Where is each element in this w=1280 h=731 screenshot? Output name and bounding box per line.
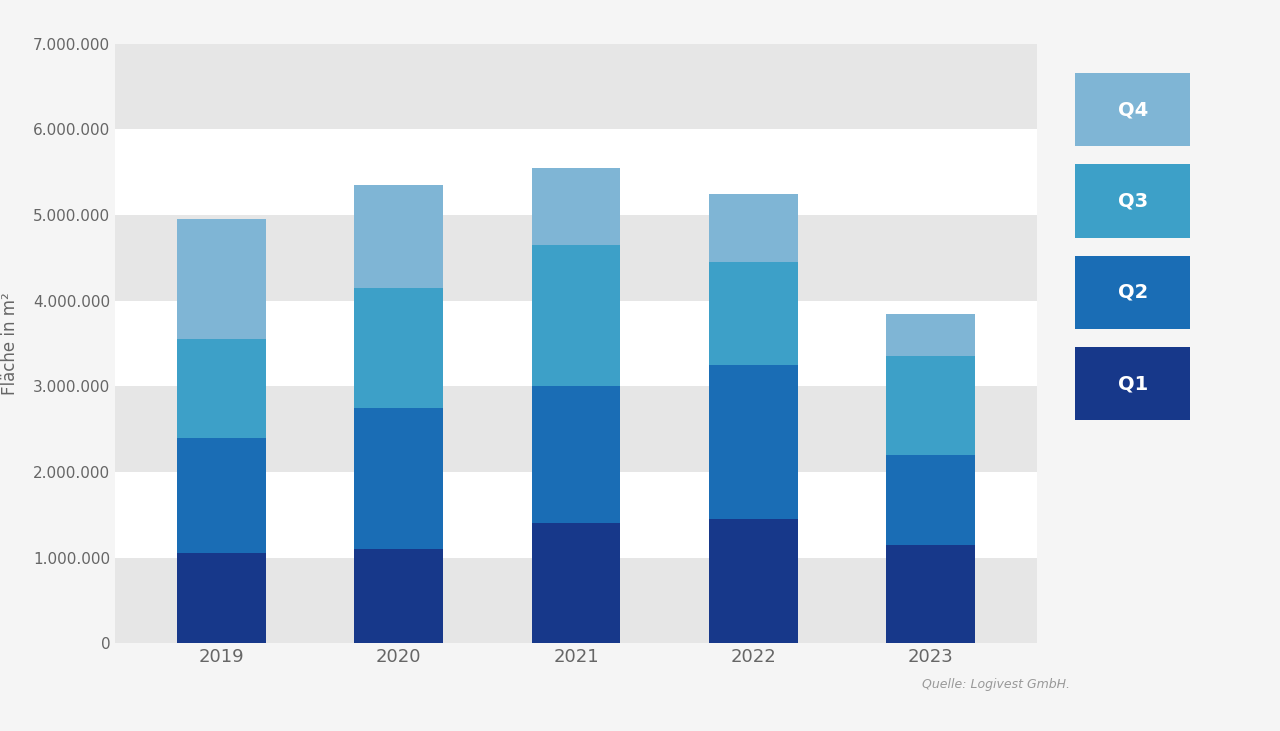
Bar bbox=[531, 245, 621, 387]
Bar bbox=[115, 215, 1037, 300]
Text: Q4: Q4 bbox=[1117, 100, 1148, 119]
Y-axis label: Fläche in m²: Fläche in m² bbox=[1, 292, 19, 395]
Bar bbox=[709, 262, 797, 365]
Bar bbox=[886, 545, 975, 643]
Bar bbox=[355, 549, 443, 643]
Bar bbox=[886, 455, 975, 545]
Text: Q1: Q1 bbox=[1117, 374, 1148, 393]
Bar bbox=[531, 523, 621, 643]
Bar bbox=[709, 365, 797, 519]
Text: Q2: Q2 bbox=[1117, 283, 1148, 302]
Bar bbox=[177, 438, 266, 553]
Text: Quelle: Logivest GmbH.: Quelle: Logivest GmbH. bbox=[922, 678, 1070, 691]
Bar bbox=[115, 44, 1037, 129]
Bar bbox=[886, 314, 975, 357]
Bar bbox=[355, 185, 443, 288]
Bar bbox=[531, 168, 621, 245]
Bar bbox=[177, 219, 266, 339]
Bar bbox=[115, 558, 1037, 643]
Bar bbox=[115, 387, 1037, 472]
Bar bbox=[709, 194, 797, 262]
Bar bbox=[355, 288, 443, 408]
Bar bbox=[709, 519, 797, 643]
Text: Q3: Q3 bbox=[1117, 192, 1148, 211]
Bar bbox=[177, 339, 266, 438]
Bar bbox=[177, 553, 266, 643]
Bar bbox=[531, 387, 621, 523]
Bar bbox=[886, 357, 975, 455]
Bar bbox=[355, 408, 443, 549]
